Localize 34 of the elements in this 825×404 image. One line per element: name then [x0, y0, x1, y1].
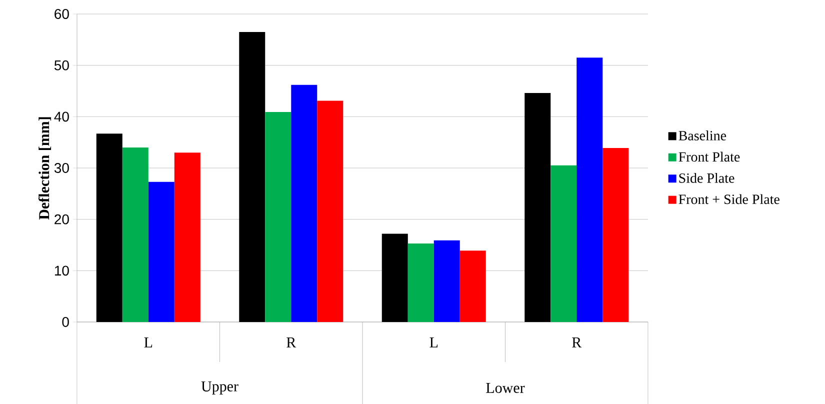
y-tick-label: 40 [54, 112, 69, 122]
x-tick-label: R [286, 338, 296, 348]
y-tick-label: 0 [62, 317, 69, 327]
legend-label: Side Plate [679, 172, 734, 183]
bar [576, 58, 603, 322]
legend-label: Front + Side Plate [678, 194, 780, 204]
bar [122, 147, 148, 322]
bar [239, 32, 266, 322]
x-tick-label: L [430, 338, 438, 348]
legend-label: Front Plate [678, 152, 740, 162]
legend-label: Baseline [678, 130, 726, 140]
bar [96, 134, 122, 322]
bar [265, 112, 292, 322]
bar [317, 100, 344, 322]
text: Lower [486, 383, 525, 393]
bar [291, 84, 318, 322]
y-tick-label: 50 [54, 60, 69, 70]
bar [408, 243, 434, 322]
bar [460, 250, 486, 322]
bar [382, 234, 408, 322]
x-tick-label: L [144, 338, 152, 348]
bar [434, 240, 460, 322]
bar [148, 182, 174, 322]
bar [550, 165, 577, 322]
bar [602, 148, 629, 322]
y-axis-title: Deflection [mm] [38, 117, 52, 220]
y-tick-label: 10 [54, 266, 69, 276]
bar [174, 152, 200, 322]
x-tick-label: R [572, 338, 582, 348]
bar [524, 93, 551, 322]
y-tick-label: 60 [54, 9, 69, 19]
y-tick-label: 20 [54, 214, 69, 224]
y-tick-label: 30 [54, 163, 69, 173]
text: Upper [201, 381, 238, 394]
